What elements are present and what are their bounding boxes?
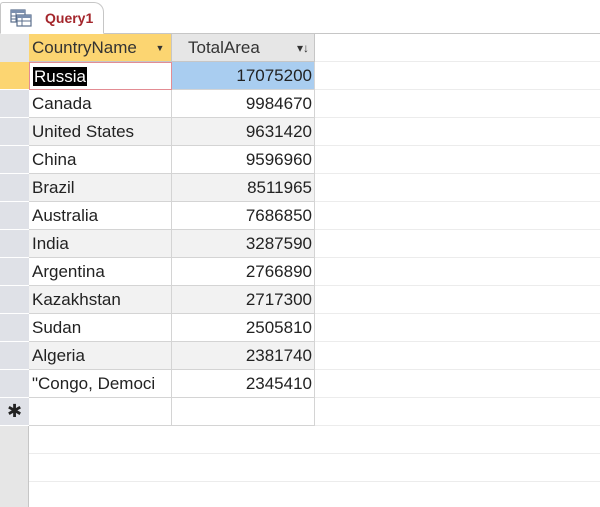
cell-countryname[interactable]: Russia [29,62,172,90]
cell-totalarea[interactable]: 17075200 [172,62,315,90]
table-row[interactable]: Australia 7686850 [29,202,315,230]
dropdown-arrow-icon[interactable]: ▼ [155,43,165,53]
new-record-icon: ✱ [7,401,23,421]
table-row[interactable]: Algeria 2381740 [29,342,315,370]
record-selector[interactable] [0,146,29,174]
datasheet-query-icon [10,9,32,27]
grid-line [315,201,600,202]
grid-line [315,229,600,230]
cell-countryname-new[interactable] [29,398,172,426]
sort-descending-icon[interactable]: ▾↓ [296,41,310,55]
cell-totalarea[interactable]: 7686850 [172,202,315,230]
grid-line [315,285,600,286]
cell-countryname[interactable]: Canada [29,90,172,118]
record-selector[interactable] [0,118,29,146]
tab-query1[interactable]: Query1 [0,2,104,34]
cell-countryname[interactable]: China [29,146,172,174]
grid-line [315,369,600,370]
record-selector[interactable] [0,342,29,370]
cell-countryname[interactable]: United States [29,118,172,146]
table-row[interactable]: Brazil 8511965 [29,174,315,202]
record-selector-column: ✱ [0,34,29,507]
cell-totalarea[interactable]: 2717300 [172,286,315,314]
record-selector[interactable] [0,258,29,286]
record-selector-current[interactable] [0,62,29,90]
grid-line [29,453,600,454]
record-selector[interactable] [0,286,29,314]
document-tab-strip: Query1 [0,0,600,34]
cell-countryname[interactable]: "Congo, Democi [29,370,172,398]
grid-line [315,145,600,146]
cell-countryname[interactable]: Brazil [29,174,172,202]
table-row[interactable]: "Congo, Democi 2345410 [29,370,315,398]
table-row[interactable]: India 3287590 [29,230,315,258]
datasheet[interactable]: ✱ CountryName ▼ TotalArea ▾↓ Russia 1707… [0,34,600,507]
record-selector[interactable] [0,314,29,342]
record-selector[interactable] [0,370,29,398]
cell-totalarea[interactable]: 9984670 [172,90,315,118]
table-row[interactable]: Kazakhstan 2717300 [29,286,315,314]
tab-label: Query1 [45,10,94,26]
grid-line [315,257,600,258]
table-row[interactable]: Sudan 2505810 [29,314,315,342]
grid-line [315,425,600,426]
grid-line [315,117,600,118]
record-selector[interactable] [0,174,29,202]
cell-totalarea-new[interactable] [172,398,315,426]
cell-countryname[interactable]: Sudan [29,314,172,342]
grid-line [315,341,600,342]
grid-line [315,61,600,62]
table-row[interactable]: Canada 9984670 [29,90,315,118]
cell-totalarea[interactable]: 9631420 [172,118,315,146]
cell-countryname[interactable]: Algeria [29,342,172,370]
column-header-label: CountryName [32,38,137,57]
grid-line [29,481,600,482]
column-header-countryname[interactable]: CountryName ▼ [29,34,172,62]
cell-countryname[interactable]: Argentina [29,258,172,286]
column-header-totalarea[interactable]: TotalArea ▾↓ [172,34,315,62]
cell-totalarea[interactable]: 8511965 [172,174,315,202]
grid-line [315,397,600,398]
grid-line [315,313,600,314]
cell-countryname[interactable]: India [29,230,172,258]
cell-totalarea[interactable]: 2505810 [172,314,315,342]
cell-totalarea[interactable]: 9596960 [172,146,315,174]
grid-line [315,173,600,174]
table-row[interactable]: Argentina 2766890 [29,258,315,286]
cell-totalarea[interactable]: 2381740 [172,342,315,370]
cell-totalarea[interactable]: 2345410 [172,370,315,398]
record-selector[interactable] [0,230,29,258]
table-row[interactable]: United States 9631420 [29,118,315,146]
grid-line [315,89,600,90]
new-record-selector[interactable]: ✱ [0,398,29,426]
record-selector[interactable] [0,202,29,230]
table-row[interactable]: China 9596960 [29,146,315,174]
cell-countryname[interactable]: Australia [29,202,172,230]
cell-totalarea[interactable]: 2766890 [172,258,315,286]
cell-countryname[interactable]: Kazakhstan [29,286,172,314]
cell-totalarea[interactable]: 3287590 [172,230,315,258]
new-record-row[interactable] [29,398,315,426]
select-all-corner[interactable] [0,34,29,62]
record-selector[interactable] [0,90,29,118]
column-header-label: TotalArea [188,38,260,57]
selected-text: Russia [33,67,87,86]
table-row[interactable]: Russia 17075200 [29,62,315,90]
